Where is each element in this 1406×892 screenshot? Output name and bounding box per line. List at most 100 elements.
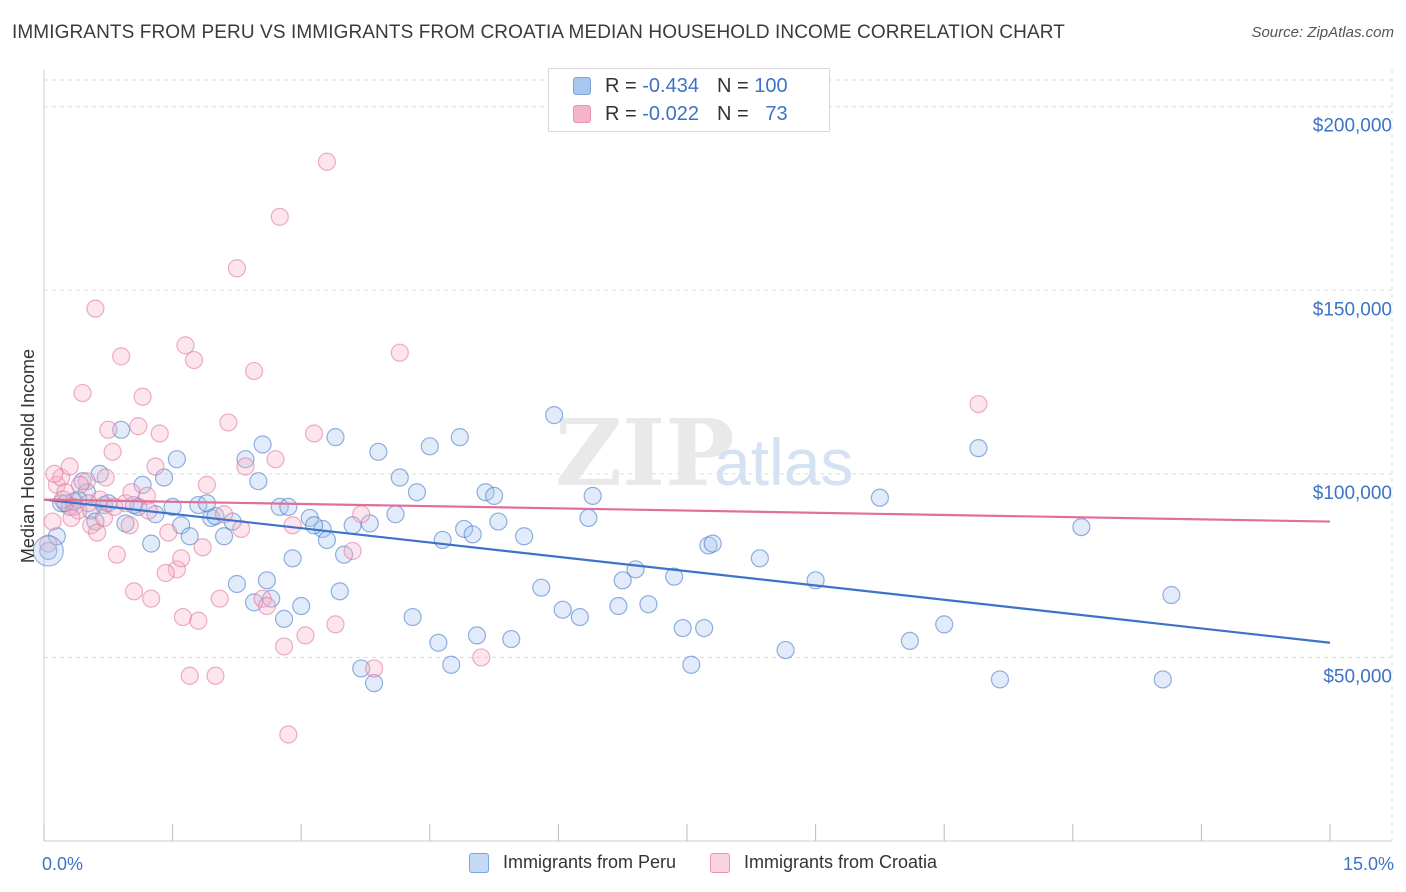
point-peru (429, 633, 448, 652)
point-peru (703, 534, 722, 553)
trend-line-croatia (43, 498, 1331, 523)
point-peru (870, 488, 890, 507)
point-peru (545, 406, 564, 425)
point-peru (249, 472, 268, 491)
point-peru (673, 618, 692, 638)
point-croatia (60, 457, 79, 476)
point-peru (180, 527, 199, 546)
point-croatia (326, 615, 345, 634)
trend-lines (43, 498, 1331, 644)
point-peru (579, 508, 598, 528)
point-croatia (296, 626, 315, 645)
point-peru (570, 607, 589, 627)
point-croatia (219, 413, 238, 432)
point-peru (489, 512, 508, 531)
y-tick-label: $50,000 (1323, 666, 1392, 687)
series-legend: Immigrants from Peru Immigrants from Cro… (0, 852, 1406, 873)
point-croatia (266, 450, 285, 469)
y-tick-label: $200,000 (1313, 116, 1392, 137)
point-croatia (124, 582, 144, 601)
legend-n-label-peru: N = (716, 74, 749, 97)
point-croatia (472, 648, 491, 667)
point-croatia (244, 361, 264, 381)
legend-row-croatia: R = -0.022 N = 73 (573, 101, 788, 127)
point-peru (532, 578, 551, 597)
point-peru (326, 428, 345, 447)
point-peru (112, 420, 131, 439)
point-croatia (317, 152, 337, 171)
watermark-zip: ZIP (555, 399, 734, 507)
point-croatia (107, 545, 126, 564)
point-croatia (45, 464, 64, 483)
point-croatia (156, 563, 175, 583)
trend-line-peru (43, 498, 1331, 644)
point-croatia (99, 420, 118, 439)
point-peru (609, 596, 628, 616)
point-peru (369, 442, 388, 461)
correlation-legend: R = -0.434 N = 100 R = -0.022 N = 73 (548, 68, 830, 132)
point-croatia (343, 541, 362, 561)
legend-swatch-croatia (573, 105, 591, 123)
legend-item-peru[interactable]: Immigrants from Peru (468, 852, 676, 873)
point-peru (969, 439, 988, 458)
point-peru (214, 527, 234, 546)
y-tick-label: $150,000 (1313, 299, 1392, 320)
point-peru (352, 659, 371, 678)
point-croatia (184, 350, 204, 370)
point-croatia (236, 457, 255, 476)
point-croatia (39, 534, 58, 553)
point-croatia (193, 538, 212, 557)
watermark-atlas: atlas (714, 425, 853, 499)
point-peru (236, 450, 255, 469)
point-croatia (112, 347, 131, 366)
point-croatia (173, 607, 192, 627)
point-croatia (159, 523, 178, 542)
point-croatia (352, 505, 371, 524)
legend-swatch-peru-bottom (468, 852, 489, 873)
legend-item-croatia[interactable]: Immigrants from Croatia (710, 852, 937, 873)
point-peru (515, 527, 534, 546)
source-credit: Source: ZipAtlas.com (1251, 24, 1394, 41)
point-croatia (283, 516, 302, 535)
point-croatia (197, 475, 216, 494)
point-peru (639, 595, 658, 614)
point-peru (420, 437, 439, 456)
point-peru (613, 571, 632, 590)
point-peru (553, 600, 572, 619)
point-peru (167, 450, 186, 469)
point-peru (502, 629, 521, 649)
point-peru (750, 549, 769, 568)
chart-title: IMMIGRANTS FROM PERU VS IMMIGRANTS FROM … (12, 22, 1065, 43)
legend-row-peru: R = -0.434 N = 100 (573, 73, 788, 99)
point-croatia (304, 424, 324, 443)
point-peru (485, 486, 504, 505)
y-tick-label: $100,000 (1313, 483, 1392, 504)
point-croatia (122, 483, 141, 502)
point-peru (39, 541, 58, 561)
point-peru (386, 505, 405, 524)
point-peru (626, 560, 645, 579)
point-peru (450, 428, 469, 447)
point-peru (390, 468, 409, 487)
axis-labels: $50,000 $100,000 $150,000 $200,000 0.0% 15.0%… (18, 116, 1394, 874)
point-croatia (43, 512, 62, 531)
point-croatia (103, 442, 122, 461)
point-croatia (133, 387, 152, 406)
point-peru (274, 609, 294, 628)
legend-swatch-croatia-bottom (710, 852, 730, 873)
x-tick-label-max: 15.0% (1343, 854, 1394, 874)
point-peru (257, 571, 277, 590)
point-croatia (86, 299, 105, 318)
point-peru (695, 618, 714, 638)
point-croatia (172, 549, 191, 568)
point-croatia (70, 475, 90, 494)
point-croatia (390, 343, 409, 362)
point-croatia (969, 395, 988, 414)
legend-swatch-peru (573, 77, 591, 95)
point-croatia (176, 336, 195, 355)
point-croatia (279, 725, 298, 744)
point-peru-cluster (32, 535, 64, 567)
point-croatia (189, 611, 208, 630)
grid-lines (44, 70, 1393, 841)
legend-r-value-croatia: -0.022 (642, 102, 699, 125)
